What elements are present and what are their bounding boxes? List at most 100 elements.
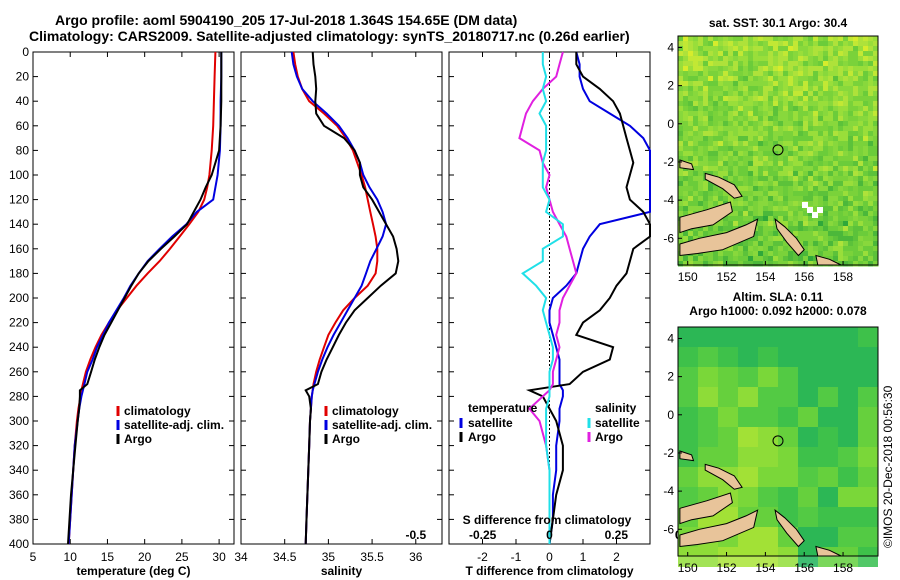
map-cell — [853, 71, 859, 77]
map-cell — [778, 96, 784, 102]
map-cell — [823, 36, 829, 42]
x2-tick-label: -0.25 — [469, 528, 497, 542]
map-cell — [818, 71, 824, 77]
map-cell — [868, 36, 874, 42]
map-cell — [798, 191, 804, 197]
map-cell — [788, 106, 794, 112]
map-cell — [808, 81, 814, 87]
map-cell — [698, 76, 704, 82]
x-tick-label: 2 — [613, 550, 620, 564]
map-cell — [803, 211, 809, 217]
map-cell — [798, 76, 804, 82]
map-cell — [843, 171, 849, 177]
map-cell — [723, 106, 729, 112]
map-cell — [848, 36, 854, 42]
map-cell — [728, 46, 734, 52]
map-cell — [793, 256, 799, 262]
map-cell — [778, 81, 784, 87]
map-y-tick-label: 2 — [667, 79, 674, 93]
map-cell — [808, 101, 814, 107]
map-cell — [843, 146, 849, 152]
map-cell — [683, 36, 689, 42]
map-cell — [763, 241, 769, 247]
map-cell — [738, 387, 758, 407]
map-cell — [708, 226, 714, 232]
map-cell — [773, 76, 779, 82]
map-cell — [728, 121, 734, 127]
map-cell — [678, 56, 684, 62]
map-missing-cell — [812, 212, 818, 218]
map-cell — [818, 81, 824, 87]
series-line-differences-2 — [518, 51, 578, 544]
map-cell — [678, 71, 684, 77]
map-cell — [853, 206, 859, 212]
map-cell — [743, 81, 749, 87]
map-cell — [823, 181, 829, 187]
map-x-tick-label: 150 — [678, 561, 698, 575]
map-cell — [838, 56, 844, 62]
map-cell — [768, 96, 774, 102]
map-cell — [688, 106, 694, 112]
map-cell — [678, 367, 698, 387]
map-cell — [733, 101, 739, 107]
map-cell — [728, 141, 734, 147]
map-cell — [763, 171, 769, 177]
map-cell — [758, 181, 764, 187]
map-cell — [693, 96, 699, 102]
map-cell — [808, 136, 814, 142]
map-cell — [808, 181, 814, 187]
map-cell — [753, 66, 759, 72]
map-cell — [743, 166, 749, 172]
map-cell — [818, 41, 824, 47]
map-cell — [803, 156, 809, 162]
map-cell — [703, 131, 709, 137]
map-cell — [873, 221, 879, 227]
map-cell — [693, 151, 699, 157]
map-cell — [773, 196, 779, 202]
map-cell — [808, 166, 814, 172]
map-cell — [818, 106, 824, 112]
map-cell — [733, 66, 739, 72]
map-cell — [858, 81, 864, 87]
map-cell — [698, 131, 704, 137]
map-cell — [833, 141, 839, 147]
map-cell — [713, 161, 719, 167]
map-cell — [808, 86, 814, 92]
map-cell — [778, 36, 784, 42]
map-cell — [728, 86, 734, 92]
map-cell — [828, 191, 834, 197]
map-cell — [708, 196, 714, 202]
map-cell — [773, 56, 779, 62]
map-cell — [773, 246, 779, 252]
map-cell — [738, 81, 744, 87]
map-cell — [693, 101, 699, 107]
map-cell — [678, 126, 684, 132]
map-cell — [798, 171, 804, 177]
map-cell — [743, 181, 749, 187]
map-cell — [683, 56, 689, 62]
map-cell — [778, 131, 784, 137]
map-cell — [768, 36, 774, 42]
map-cell — [723, 196, 729, 202]
map-cell — [798, 111, 804, 117]
map-cell — [728, 226, 734, 232]
map-cell — [768, 186, 774, 192]
x-tick-label: 34 — [234, 550, 248, 564]
map-cell — [748, 251, 754, 257]
argo-position-marker — [772, 435, 784, 447]
map-cell — [713, 46, 719, 52]
map-cell — [843, 131, 849, 137]
map-cell — [783, 41, 789, 47]
map-cell — [843, 71, 849, 77]
sla-map-title-1: Altim. SLA: 0.11 — [733, 290, 824, 304]
map-cell — [863, 236, 869, 242]
map-cell — [848, 51, 854, 57]
map-cell — [768, 176, 774, 182]
map-cell — [793, 141, 799, 147]
map-cell — [698, 231, 704, 237]
map-cell — [793, 206, 799, 212]
map-cell — [768, 116, 774, 122]
map-cell — [773, 51, 779, 57]
map-cell — [773, 206, 779, 212]
map-cell — [733, 261, 739, 267]
